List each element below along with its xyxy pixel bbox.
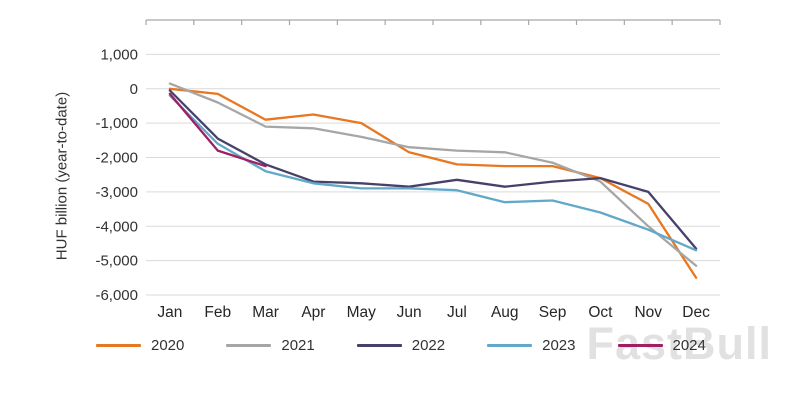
x-tick-label: Aug [491,304,519,321]
series-line-2021 [168,82,698,267]
x-tick-label: Sep [539,304,567,321]
x-tick-label: Dec [682,304,710,321]
x-tick-label: Jun [397,304,422,321]
x-tick-label: May [347,304,377,321]
x-tick-label: Nov [634,304,662,321]
series-line-2020 [168,87,698,279]
legend-label: 2024 [672,336,706,354]
legend-label: 2020 [151,336,185,354]
y-tick-label: -3,000 [95,184,138,201]
legend-swatch [356,343,402,347]
legend-label: 2021 [281,336,315,354]
x-tick-label: Mar [252,304,279,321]
legend-item-2022: 2022 [356,336,446,354]
y-tick-label: -4,000 [95,218,138,235]
x-tick-label: Jul [447,304,467,321]
y-tick-label: -2,000 [95,150,138,167]
y-tick-label: 0 [130,81,138,98]
legend: 2020 2021 2022 2023 2024 [96,331,706,359]
y-tick-label: -6,000 [95,287,138,304]
series-line-2023 [168,94,698,252]
series-line-2024 [168,92,267,168]
legend-swatch [617,343,663,347]
legend-label: 2022 [411,336,446,354]
y-tick-label: 1,000 [100,46,138,63]
watermark: FastBull [586,318,772,369]
y-tick-label: -1,000 [95,115,138,132]
legend-item-2023: 2023 [487,336,576,354]
legend-label: 2023 [542,336,576,354]
x-tick-label: Jan [157,304,182,321]
legend-swatch [487,343,533,347]
y-tick-label: -5,000 [95,253,138,270]
y-axis-title: HUF billion (year-to-date) [53,91,71,261]
x-tick-label: Feb [204,304,231,321]
series-line-2022 [168,89,698,250]
legend-swatch [96,343,141,347]
legend-item-2020: 2020 [96,337,184,354]
legend-item-2024: 2024 [617,336,706,354]
legend-swatch [226,343,272,347]
x-tick-label: Apr [301,304,325,321]
x-tick-label: Oct [588,304,613,321]
legend-item-2021: 2021 [226,336,315,354]
